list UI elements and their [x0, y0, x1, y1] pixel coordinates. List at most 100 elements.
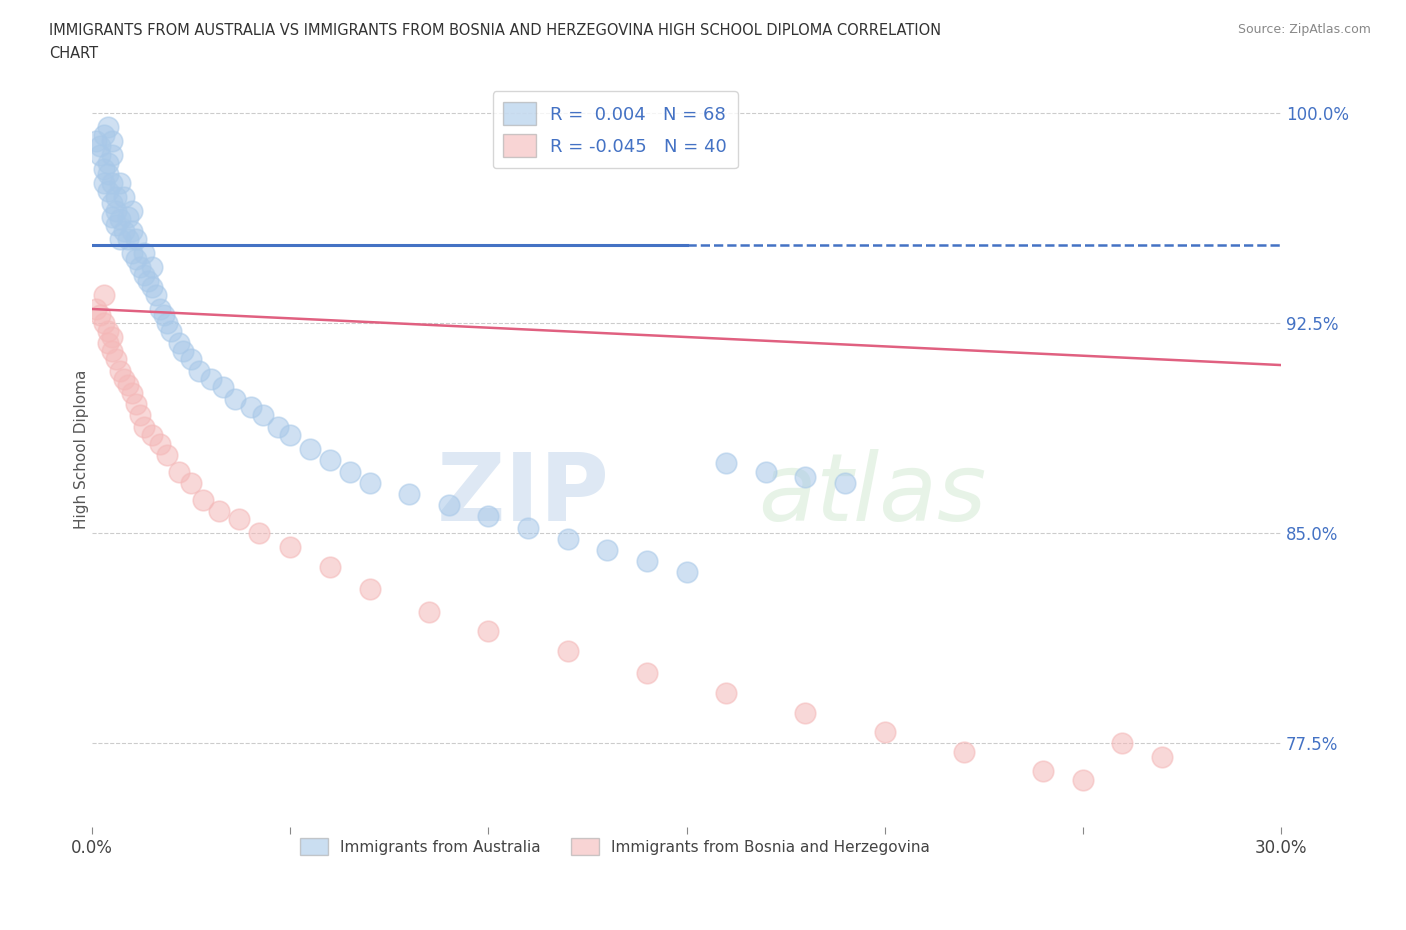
Point	[117, 232, 139, 246]
Point	[278, 539, 301, 554]
Point	[101, 343, 124, 358]
Point	[239, 400, 262, 415]
Point	[108, 364, 131, 379]
Point	[89, 148, 111, 163]
Point	[299, 442, 322, 457]
Point	[128, 259, 150, 274]
Point	[252, 408, 274, 423]
Point	[101, 329, 124, 344]
Point	[132, 268, 155, 283]
Point	[101, 148, 124, 163]
Point	[169, 335, 191, 350]
Point	[112, 190, 135, 205]
Point	[794, 705, 817, 720]
Point	[89, 307, 111, 322]
Point	[557, 531, 579, 546]
Point	[714, 456, 737, 471]
Point	[125, 251, 148, 266]
Point	[121, 204, 143, 219]
Point	[278, 428, 301, 443]
Point	[121, 246, 143, 260]
Point	[93, 287, 115, 302]
Point	[755, 464, 778, 479]
Y-axis label: High School Diploma: High School Diploma	[73, 369, 89, 529]
Point	[101, 176, 124, 191]
Point	[156, 447, 179, 462]
Text: IMMIGRANTS FROM AUSTRALIA VS IMMIGRANTS FROM BOSNIA AND HERZEGOVINA HIGH SCHOOL : IMMIGRANTS FROM AUSTRALIA VS IMMIGRANTS …	[49, 23, 942, 38]
Point	[188, 364, 211, 379]
Point	[108, 176, 131, 191]
Point	[557, 644, 579, 658]
Point	[224, 392, 246, 406]
Point	[437, 498, 460, 512]
Point	[104, 352, 127, 367]
Point	[125, 232, 148, 246]
Point	[794, 470, 817, 485]
Point	[359, 582, 381, 597]
Point	[104, 204, 127, 219]
Point	[132, 419, 155, 434]
Point	[477, 624, 499, 639]
Point	[517, 520, 540, 535]
Point	[596, 542, 619, 557]
Point	[125, 397, 148, 412]
Point	[97, 324, 120, 339]
Point	[834, 475, 856, 490]
Point	[160, 324, 183, 339]
Point	[228, 512, 250, 526]
Legend: Immigrants from Australia, Immigrants from Bosnia and Herzegovina: Immigrants from Australia, Immigrants fr…	[294, 831, 936, 861]
Point	[359, 475, 381, 490]
Point	[675, 565, 697, 580]
Text: CHART: CHART	[49, 46, 98, 61]
Point	[84, 301, 107, 316]
Point	[339, 464, 361, 479]
Point	[267, 419, 290, 434]
Point	[97, 184, 120, 199]
Point	[636, 666, 658, 681]
Point	[319, 559, 342, 574]
Point	[132, 246, 155, 260]
Point	[128, 408, 150, 423]
Point	[156, 315, 179, 330]
Point	[101, 209, 124, 224]
Point	[1071, 773, 1094, 788]
Point	[953, 744, 976, 759]
Point	[212, 380, 235, 395]
Point	[89, 139, 111, 153]
Point	[1032, 764, 1054, 778]
Point	[101, 195, 124, 210]
Point	[714, 685, 737, 700]
Point	[84, 133, 107, 148]
Point	[247, 525, 270, 540]
Point	[873, 724, 896, 739]
Point	[141, 259, 163, 274]
Point	[180, 352, 202, 367]
Point	[1152, 750, 1174, 764]
Point	[148, 301, 170, 316]
Point	[97, 335, 120, 350]
Point	[141, 279, 163, 294]
Point	[418, 604, 440, 619]
Point	[169, 464, 191, 479]
Point	[208, 503, 231, 518]
Point	[148, 436, 170, 451]
Point	[136, 273, 159, 288]
Text: Source: ZipAtlas.com: Source: ZipAtlas.com	[1237, 23, 1371, 36]
Point	[145, 287, 167, 302]
Point	[121, 223, 143, 238]
Point	[152, 307, 174, 322]
Point	[101, 133, 124, 148]
Point	[121, 386, 143, 401]
Point	[93, 176, 115, 191]
Point	[319, 453, 342, 468]
Point	[636, 553, 658, 568]
Point	[191, 492, 214, 507]
Point	[112, 223, 135, 238]
Text: ZIP: ZIP	[436, 448, 609, 540]
Point	[112, 372, 135, 387]
Point	[104, 218, 127, 232]
Point	[398, 486, 420, 501]
Point	[117, 378, 139, 392]
Point	[93, 315, 115, 330]
Point	[104, 190, 127, 205]
